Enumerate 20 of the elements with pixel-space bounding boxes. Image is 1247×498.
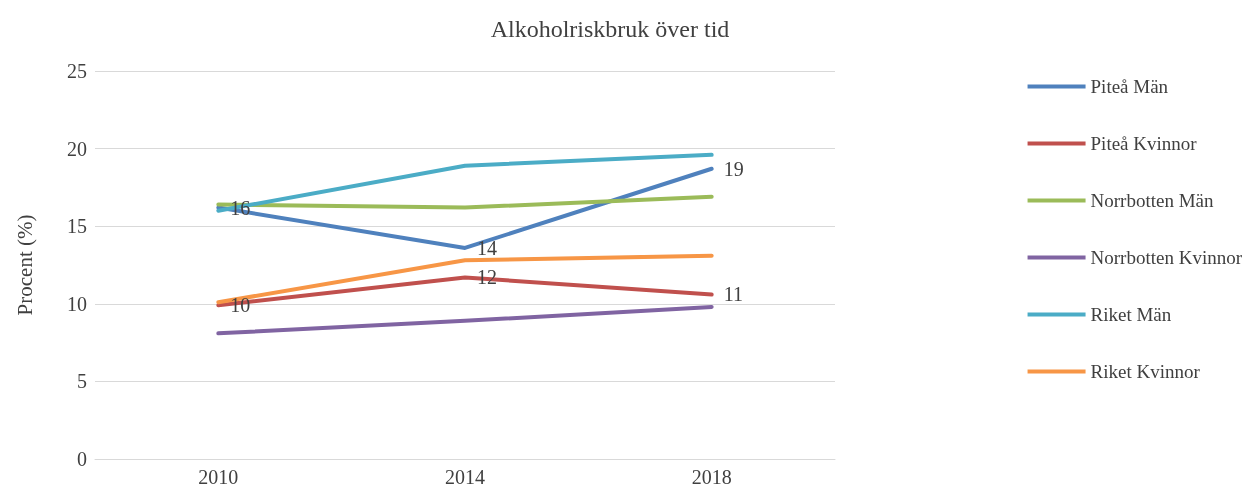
y-tick-label: 5 bbox=[77, 370, 87, 393]
y-tick-label: 20 bbox=[67, 137, 87, 160]
y-tick-label: 10 bbox=[67, 292, 87, 315]
legend-label: Piteå Män bbox=[1090, 76, 1169, 97]
x-tick-label: 2014 bbox=[445, 466, 485, 488]
legend-label: Norrbotten Män bbox=[1090, 190, 1214, 211]
data-label: 11 bbox=[723, 283, 743, 306]
legend-label: Riket Män bbox=[1090, 304, 1172, 325]
x-tick-label: 2010 bbox=[198, 466, 239, 488]
legend-label: Piteå Kvinnor bbox=[1090, 133, 1198, 154]
legend-label: Norrbotten Kvinnor bbox=[1090, 247, 1243, 268]
y-axis-title: Procent (%) bbox=[12, 214, 37, 316]
chart-title: Alkoholriskbruk över tid bbox=[490, 16, 730, 42]
x-tick-label: 2018 bbox=[691, 466, 732, 488]
y-tick-label: 25 bbox=[67, 60, 87, 82]
data-label: 19 bbox=[723, 157, 744, 180]
legend-label: Riket Kvinnor bbox=[1090, 361, 1201, 382]
y-tick-label: 0 bbox=[77, 448, 87, 470]
y-tick-label: 15 bbox=[67, 215, 87, 238]
data-label: 14 bbox=[477, 236, 497, 259]
